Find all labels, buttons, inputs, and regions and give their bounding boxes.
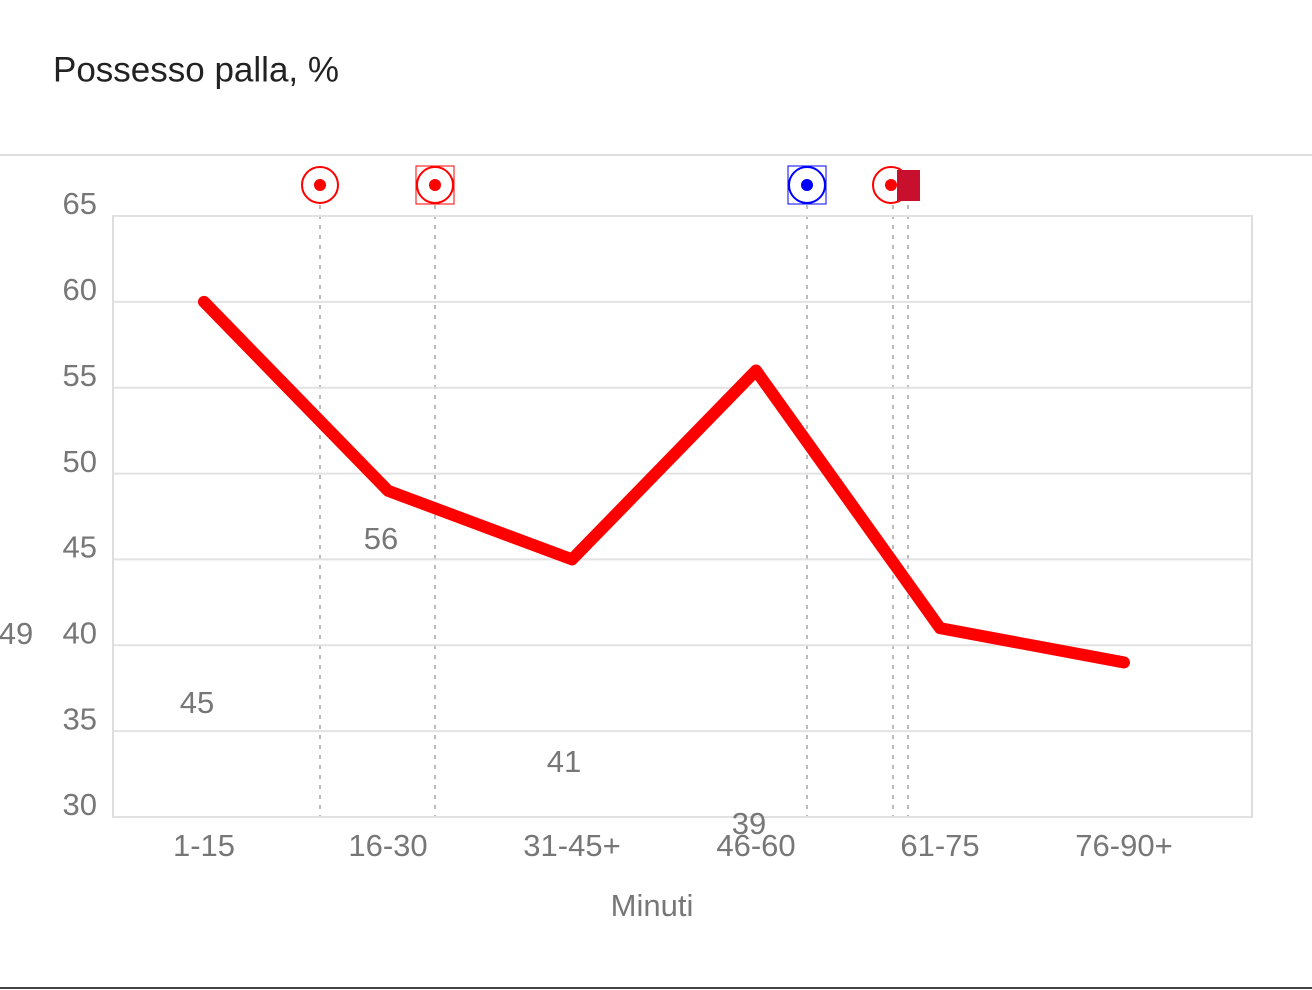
plot-frame [112,215,1253,818]
x-axis-label: Minuti [611,888,694,923]
y-tick-label: 55 [63,358,97,393]
y-tick-label: 50 [63,444,97,479]
x-tick-label: 76-90+ [1075,828,1172,863]
data-label: 39 [732,806,766,841]
x-tick-label: 16-30 [348,828,427,863]
line [198,295,1130,669]
data-label: 56 [364,521,398,556]
y-tick-label: 60 [63,272,97,307]
y-tick-label: 65 [63,186,97,221]
y-tick-label: 30 [63,787,97,822]
x-tick-label: 46-60 [716,828,795,863]
data-label: 49 [0,616,33,651]
event-icons [301,165,920,205]
y-tick-label: 35 [63,701,97,736]
x-tick-label: 61-75 [900,828,979,863]
data-label: 41 [547,744,581,779]
y-tick-label: 40 [63,615,97,650]
y-tick-label: 45 [63,530,97,565]
event-markers [319,205,909,817]
x-tick-label: 1-15 [173,828,235,863]
data-label: 45 [180,685,214,720]
chart-title: Possesso palla, % [53,50,339,89]
x-tick-label: 31-45+ [523,828,620,863]
